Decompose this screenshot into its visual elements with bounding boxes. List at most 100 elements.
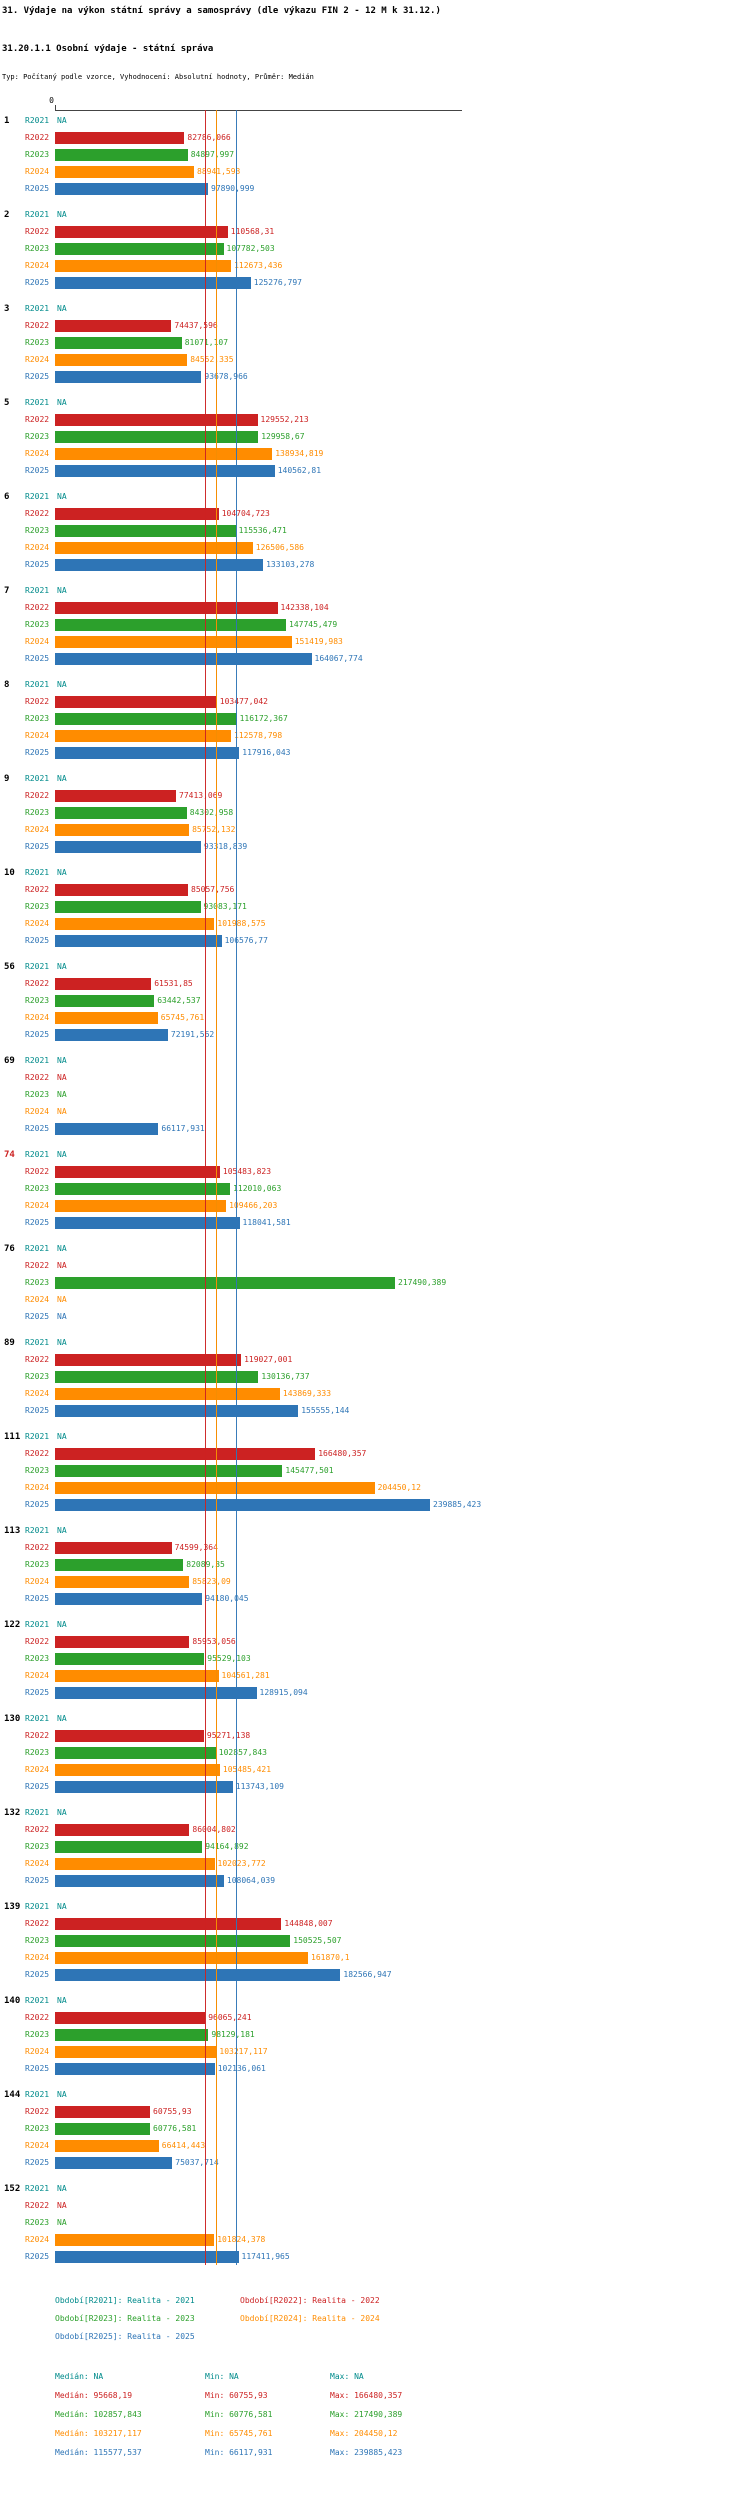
group-number-label: 113 [4,1525,21,1536]
bar-zone: 101988,575 [55,915,750,932]
bar-row: R2025 164067,774 [0,650,750,667]
year-label: R2021 [25,1056,50,1065]
year-label: R2023 [25,2030,50,2039]
bar-zone: 103477,042 [55,693,750,710]
stat-row: Medián: NA Min: NA Max: NA [55,2372,402,2391]
report-title: 31. Výdaje na výkon státní správy a samo… [2,6,441,16]
value-bar [55,2062,215,2075]
year-label: R2021 [25,1996,50,2005]
value-bar [55,1934,291,1947]
bar-row: R2022 82786,066 [0,129,750,146]
year-label: R2025 [25,654,50,663]
value-label: 105485,421 [222,1765,272,1774]
value-label: 96065,241 [208,2013,252,2022]
na-value-label: NA [57,774,67,783]
bar-zone: 75037,714 [55,2154,750,2171]
bar-row: R2025 93678,966 [0,368,750,385]
value-bar [55,806,187,819]
bar-zone: 74599,364 [55,1539,750,1556]
bar-zone: NA [55,2086,750,2103]
value-label: 85953,056 [192,1637,236,1646]
bar-row: R2024 143869,333 [0,1385,750,1402]
bar-row: R2023 112010,063 [0,1180,750,1197]
bar-row: R2022 NA [0,2197,750,2214]
group-number-label: 9 [4,773,10,784]
stat-max: Max: 204450,12 [330,2429,398,2438]
bar-row: 9 R2021 NA [0,770,750,787]
group-number-label: 132 [4,1807,21,1818]
value-bar [55,1387,280,1400]
bar-row: 113 R2021 NA [0,1522,750,1539]
bar-zone: 93318,839 [55,838,750,855]
value-bar [55,1575,190,1588]
value-bar [55,1652,205,1665]
year-label: R2024 [25,1013,50,1022]
bar-row: R2024 85823,09 [0,1573,750,1590]
bar-row: R2022 77413,069 [0,787,750,804]
value-bar [55,2045,217,2058]
x-axis-zero-label: 0 [49,96,54,105]
na-value-label: NA [57,680,67,689]
value-bar [55,1276,395,1289]
bar-row: R2025 97890,999 [0,180,750,197]
bar-zone: NA [55,1069,750,1086]
value-label: 125276,797 [253,278,302,287]
bar-zone: 102023,772 [55,1855,750,1872]
value-label: 129552,213 [260,415,309,424]
year-label: R2021 [25,116,50,125]
bar-zone: 95271,138 [55,1727,750,1744]
value-label: 104704,723 [221,509,270,518]
bar-row: R2025 182566,947 [0,1966,750,1983]
value-bar [55,182,208,195]
bar-zone: 63442,537 [55,992,750,1009]
bar-zone: 166480,357 [55,1445,750,1462]
bar-row: R2024 112673,436 [0,257,750,274]
value-bar [55,917,215,930]
na-value-label: NA [57,868,67,877]
bar-row: 152 R2021 NA [0,2180,750,2197]
year-label: R2024 [25,919,50,928]
year-label: R2021 [25,1526,50,1535]
value-bar [55,2105,150,2118]
bar-row: R2022 NA [0,1257,750,1274]
bar-row: R2024 138934,819 [0,445,750,462]
bar-zone: 104704,723 [55,505,750,522]
bar-row: R2022 74599,364 [0,1539,750,1556]
value-label: 239885,423 [433,1500,482,1509]
bar-zone: 72191,562 [55,1026,750,1043]
na-value-label: NA [57,1526,67,1535]
value-label: 94180,045 [205,1594,249,1603]
year-label: R2025 [25,2158,50,2167]
value-bar [55,652,312,665]
year-label: R2022 [25,415,50,424]
year-label: R2022 [25,321,50,330]
year-label: R2025 [25,1594,50,1603]
value-bar [55,1686,257,1699]
bar-row: 10 R2021 NA [0,864,750,881]
na-value-label: NA [57,116,67,125]
value-bar [55,558,264,571]
bar-row: R2025 117916,043 [0,744,750,761]
bar-zone: NA [55,770,750,787]
legend-item: Období[R2025]: Realita - 2025 [55,2332,195,2341]
year-label: R2023 [25,1466,50,1475]
bar-zone: 105485,421 [55,1761,750,1778]
bar-zone: 108064,039 [55,1872,750,1889]
group-number-label: 8 [4,679,10,690]
group-number-label: 5 [4,397,10,408]
na-value-label: NA [57,1996,67,2005]
year-label: R2022 [25,1449,50,1458]
value-bar [55,1592,203,1605]
legend-row: Období[R2021]: Realita - 2021 Období[R202… [55,2296,425,2314]
year-label: R2021 [25,680,50,689]
bar-row: 144 R2021 NA [0,2086,750,2103]
bar-row: 1 R2021 NA [0,112,750,129]
year-label: R2022 [25,1543,50,1552]
year-label: R2024 [25,1389,50,1398]
year-label: R2021 [25,868,50,877]
stats-section: Medián: NA Min: NA Max: NA Medián: 95668,19… [55,2372,402,2467]
municipality-group: 2 R2021 NA R2022 110568,31 R2023 107782,503 R20… [0,206,750,291]
value-bar [55,2250,239,2263]
value-bar [55,1558,184,1571]
bar-row: R2023 NA [0,1086,750,1103]
